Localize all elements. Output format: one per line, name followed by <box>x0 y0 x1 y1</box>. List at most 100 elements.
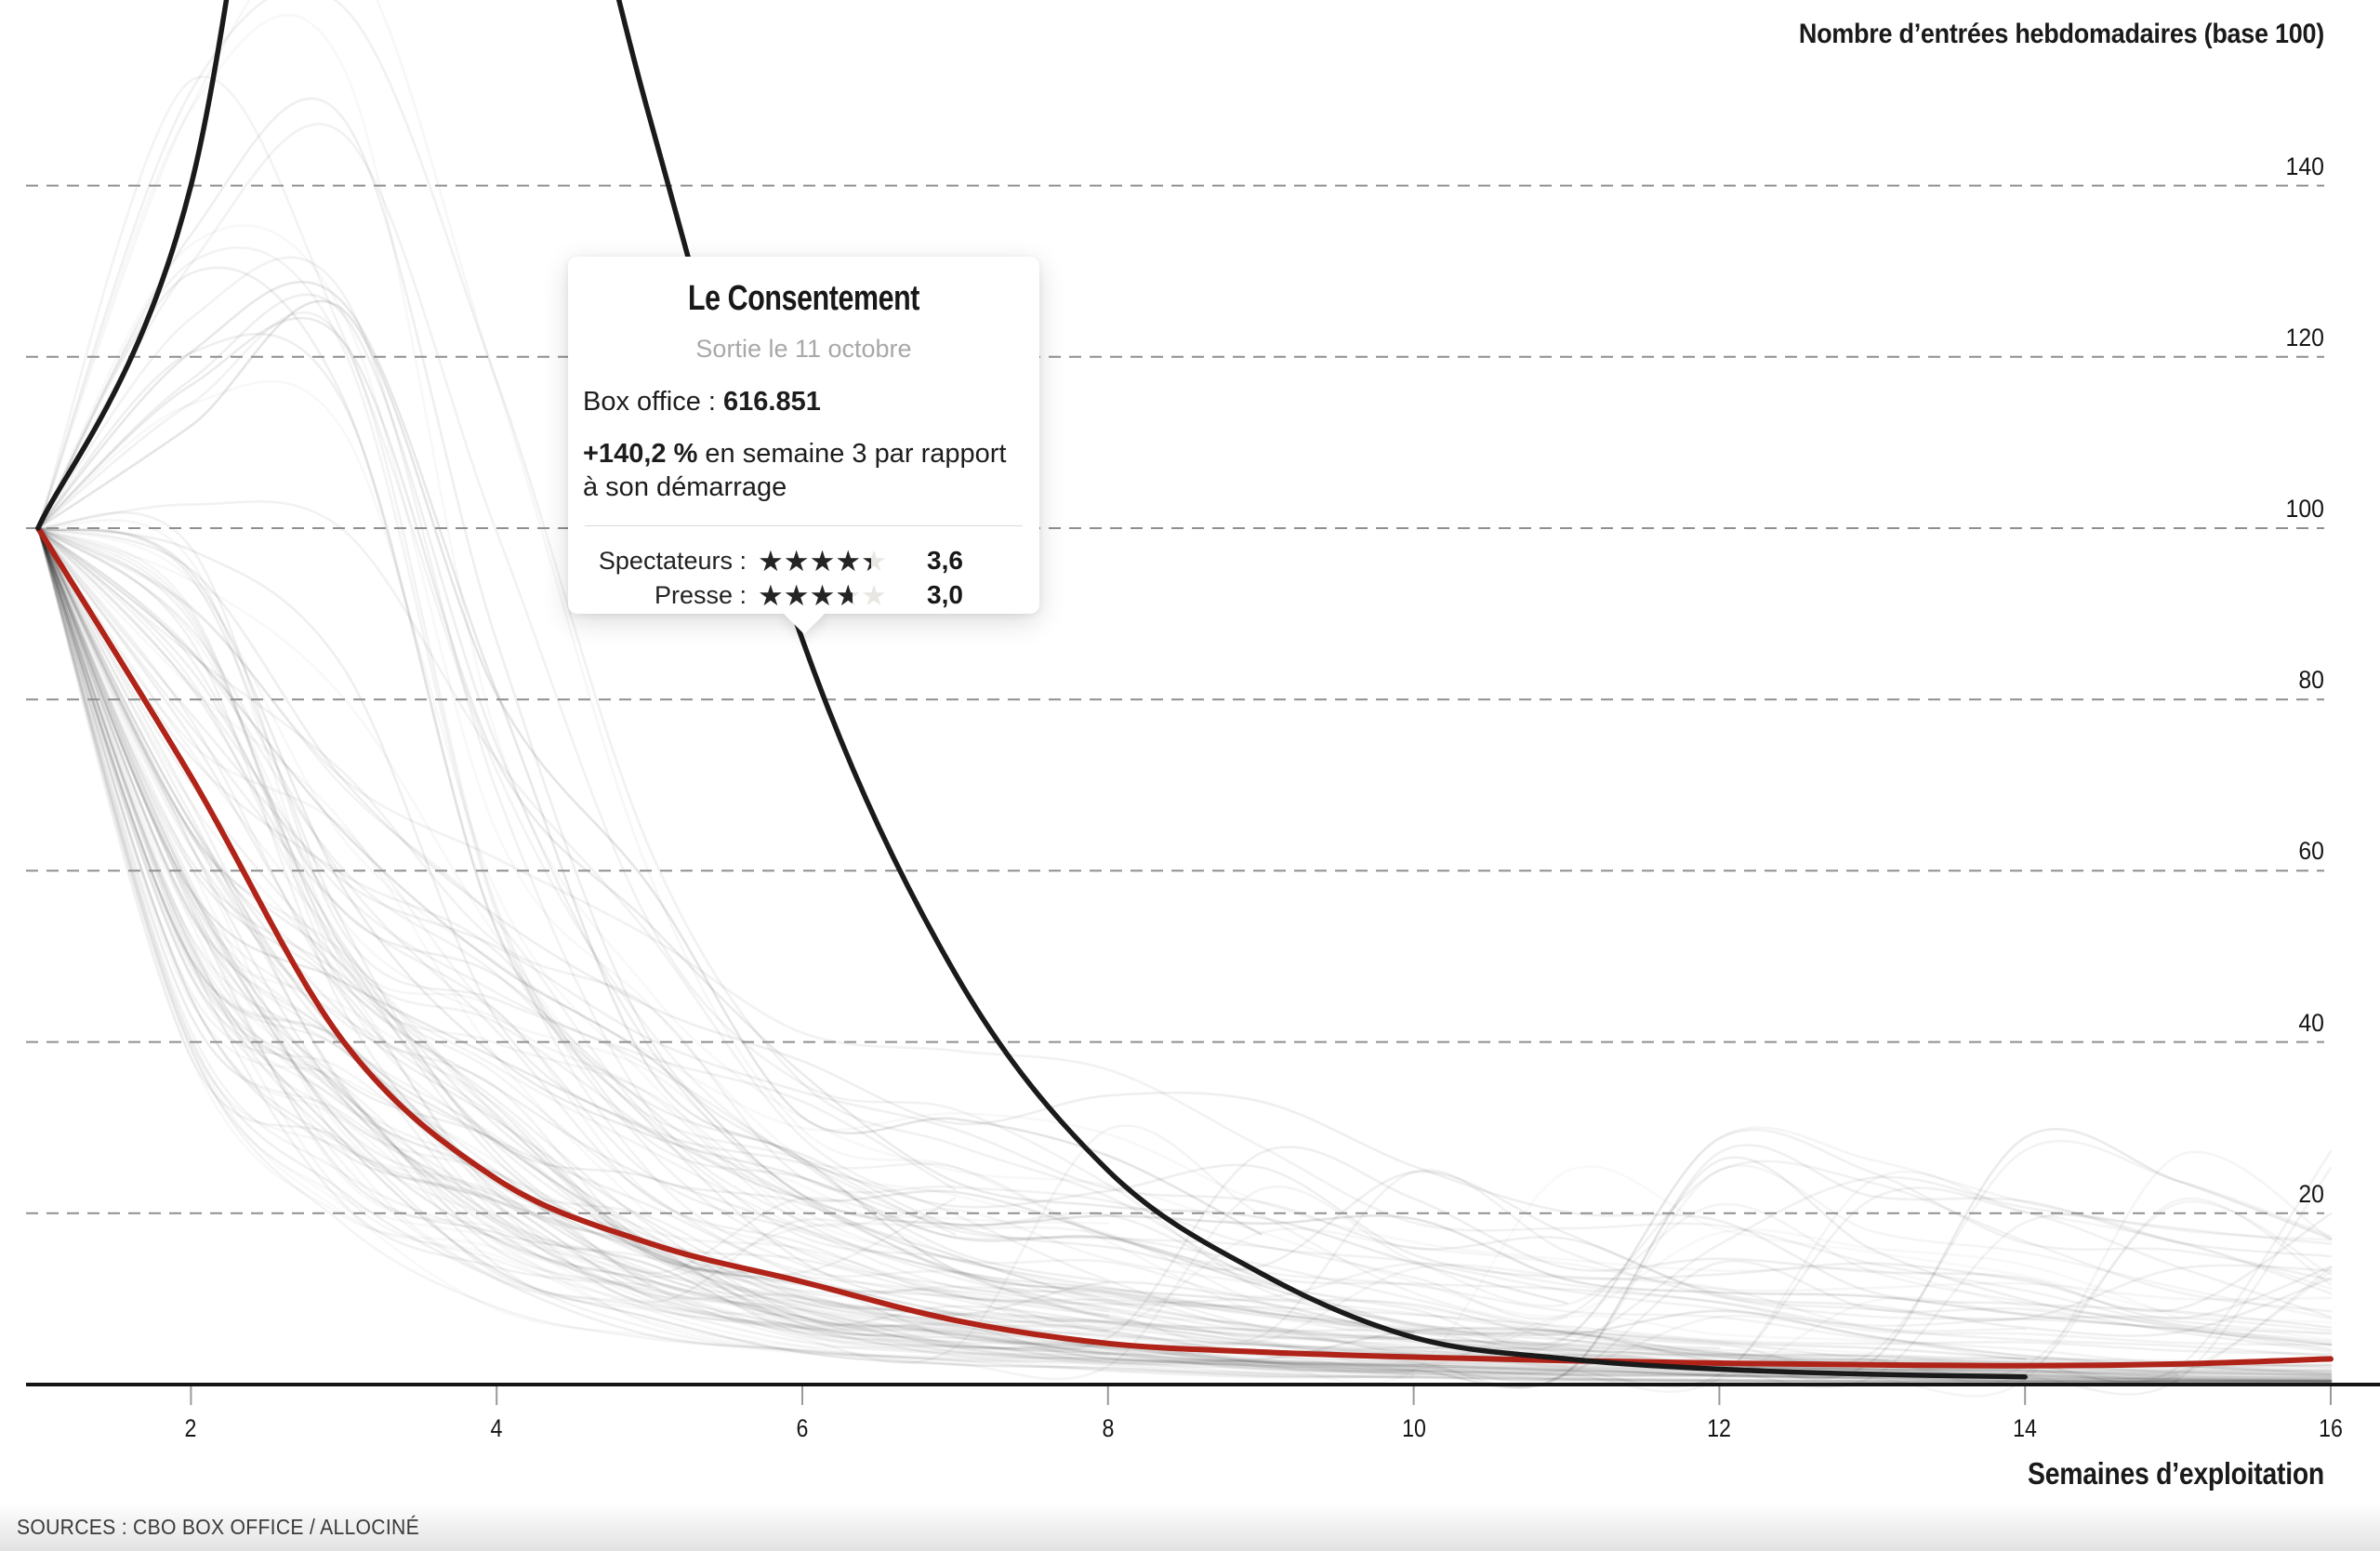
y-tick-label-120: 120 <box>2285 323 2324 351</box>
tooltip-release-date: Sortie le 11 octobre <box>695 335 912 363</box>
background-curve <box>36 526 2333 1380</box>
background-curve <box>38 528 1414 1378</box>
series-line-reference[interactable] <box>35 525 2334 1369</box>
background-curve <box>36 526 2333 1335</box>
background-curve <box>36 526 2333 1383</box>
background-curve <box>36 526 1721 1376</box>
star-rating-icon: ★★★★★★★★★★ <box>758 544 887 577</box>
tooltip-delta: +140,2 % en semaine 3 par rapport à son … <box>583 438 1025 505</box>
rating-label-spectateurs: Spectateurs : <box>598 546 747 575</box>
x-tick-label-4: 4 <box>490 1414 503 1442</box>
x-tick-label-14: 14 <box>2013 1414 2038 1442</box>
x-tick-label-2: 2 <box>184 1414 197 1442</box>
x-tick-label-8: 8 <box>1102 1414 1115 1442</box>
y-tick-label-140: 140 <box>2285 152 2324 180</box>
background-curve <box>36 526 957 1236</box>
background-curve <box>36 526 2333 1350</box>
background-curve <box>36 526 2333 1384</box>
background-curve <box>38 528 2331 1340</box>
star-rating-icon: ★★★★★★★★★★ <box>758 578 887 612</box>
box-office-label: Box office : <box>583 387 716 417</box>
star-rating-fill: ★★★★★ <box>758 546 871 576</box>
background-curve <box>36 526 2333 1346</box>
rating-value-presse: 3,0 <box>927 580 963 610</box>
x-tick-label-16: 16 <box>2319 1414 2343 1442</box>
y-tick-label-80: 80 <box>2298 666 2324 695</box>
background-curve <box>36 526 2333 1372</box>
background-curve <box>36 526 2333 1398</box>
series-line-le-consentement[interactable] <box>35 0 2028 1380</box>
star-rating-fill: ★★★★★ <box>758 580 853 610</box>
delta-text-line2: à son démarrage <box>583 471 787 502</box>
background-curve <box>36 526 651 1252</box>
footer-bar: SOURCES : CBO BOX OFFICE / ALLOCINÉ <box>0 1503 2380 1551</box>
background-curve <box>36 526 2333 1375</box>
tooltip-box-office: Box office : 616.851 <box>583 387 1025 418</box>
background-curve <box>36 526 2333 1367</box>
background-curve <box>36 316 1568 1305</box>
background-curve <box>36 526 2027 1360</box>
background-curve <box>36 526 2333 1320</box>
background-curve <box>36 526 957 1278</box>
background-curve <box>36 97 1110 1283</box>
gridlines <box>26 184 2324 1214</box>
background-curve <box>36 526 2333 1356</box>
background-curve <box>36 500 2333 1384</box>
background-curve <box>36 526 2333 1375</box>
background-curve <box>36 526 2333 1370</box>
background-curve <box>36 526 2333 1377</box>
background-curve <box>36 280 1415 1334</box>
background-curve <box>38 528 2331 1372</box>
y-tick-label-60: 60 <box>2298 837 2324 866</box>
background-curve <box>36 526 2333 1389</box>
background-curve <box>36 75 2333 1368</box>
background-curve <box>36 526 2333 1389</box>
background-curve <box>36 526 1263 1286</box>
background-curve <box>36 526 2333 1380</box>
background-curve <box>36 526 2333 1329</box>
x-axis-ticks <box>190 1386 2332 1405</box>
background-curve <box>36 526 2333 1332</box>
background-curve <box>36 526 2333 1379</box>
tooltip-ratings: Spectateurs : ★★★★★★★★★★ 3,6 Presse : ★★… <box>583 544 1025 613</box>
background-curve <box>36 526 2333 1373</box>
tooltip-divider <box>585 524 1023 526</box>
background-curve <box>36 526 2333 1313</box>
background-curve <box>36 526 2333 1368</box>
background-curve <box>38 528 2331 1384</box>
x-tick-label-12: 12 <box>1707 1414 1732 1442</box>
background-curve <box>36 526 2333 1375</box>
background-curve <box>36 526 2333 1393</box>
background-curve <box>36 526 2333 1382</box>
background-curve <box>36 526 2333 1384</box>
background-curve <box>36 526 2333 1379</box>
background-curve <box>36 526 1110 1318</box>
background-curve <box>36 332 2333 1378</box>
x-tick-label-6: 6 <box>796 1414 809 1442</box>
rating-value-spectateurs: 3,6 <box>927 546 963 576</box>
background-curve <box>36 526 1568 1368</box>
background-curve <box>38 15 2178 1318</box>
background-curve <box>36 526 2333 1379</box>
sources-text: SOURCES : CBO BOX OFFICE / ALLOCINÉ <box>17 1514 419 1539</box>
background-curve <box>36 510 957 1191</box>
box-office-value: 616.851 <box>723 387 821 417</box>
tooltip-movie-title: Le Consentement <box>687 279 920 318</box>
background-curve <box>36 526 1110 1313</box>
tooltip[interactable]: Le Consentement Sortie le 11 octobre Box… <box>568 257 1039 614</box>
background-curve <box>36 526 2333 1358</box>
background-curve <box>36 526 2333 1384</box>
background-curve <box>36 526 2333 1337</box>
background-curve <box>36 526 2333 1383</box>
background-curve <box>36 245 1110 1332</box>
background-curve <box>36 526 2333 1376</box>
background-curve <box>36 256 2333 1382</box>
y-tick-label-40: 40 <box>2298 1008 2324 1037</box>
x-axis-title: Semaines d’exploitation <box>2028 1456 2324 1491</box>
y-tick-label-100: 100 <box>2285 495 2324 523</box>
y-tick-label-20: 20 <box>2298 1179 2324 1208</box>
background-curve <box>36 526 2333 1346</box>
delta-text: en semaine 3 par rapport <box>705 439 1007 469</box>
